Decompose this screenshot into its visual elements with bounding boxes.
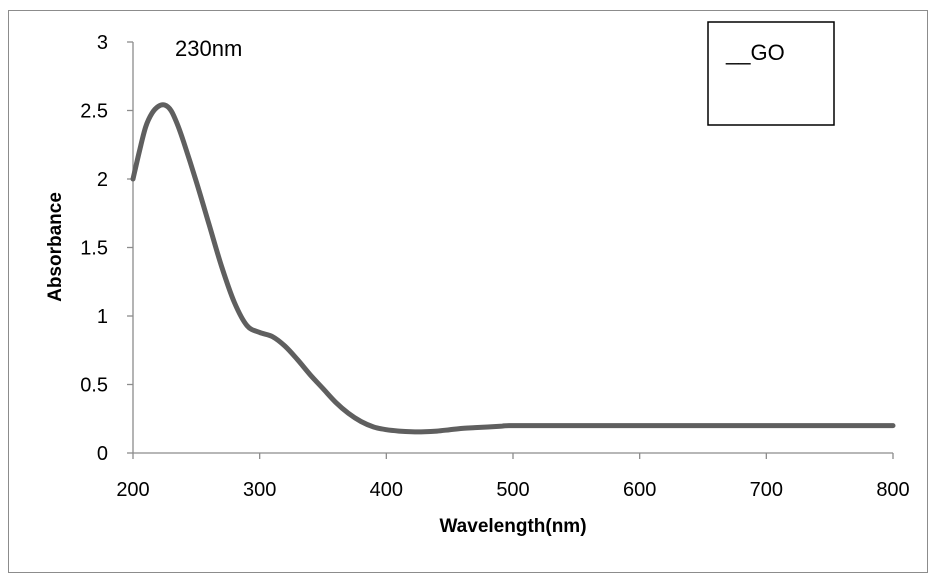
y-tick-label: 1 bbox=[97, 306, 108, 328]
y-tick-label: 3 bbox=[97, 32, 108, 54]
x-tick-label: 200 bbox=[116, 479, 149, 501]
x-tick-label: 400 bbox=[370, 479, 403, 501]
x-tick-label: 500 bbox=[496, 479, 529, 501]
x-tick-label: 300 bbox=[243, 479, 276, 501]
x-tick-label: 700 bbox=[750, 479, 783, 501]
y-axis-title: Absorbance bbox=[45, 192, 66, 302]
series-line-0 bbox=[130, 102, 896, 435]
x-axis-title: Wavelength(nm) bbox=[439, 516, 586, 537]
peak-annotation: 230nm bbox=[175, 36, 242, 61]
x-tick-label: 800 bbox=[876, 479, 909, 501]
series-layer bbox=[130, 102, 896, 435]
y-tick-label: 0 bbox=[97, 443, 108, 465]
legend-box bbox=[707, 21, 835, 126]
y-tick-label: 2 bbox=[97, 169, 108, 191]
legend-entry-go: __GO bbox=[725, 40, 785, 65]
axes: 0 0.5 1 1.5 2 2.5 3 200 300 400 500 600 700 800 bbox=[80, 32, 910, 501]
y-tick-label: 1.5 bbox=[80, 238, 108, 260]
legend: __GO bbox=[707, 21, 835, 126]
y-tick-label: 0.5 bbox=[80, 375, 108, 397]
y-tick-label: 2.5 bbox=[80, 101, 108, 123]
x-tick-label: 600 bbox=[623, 479, 656, 501]
